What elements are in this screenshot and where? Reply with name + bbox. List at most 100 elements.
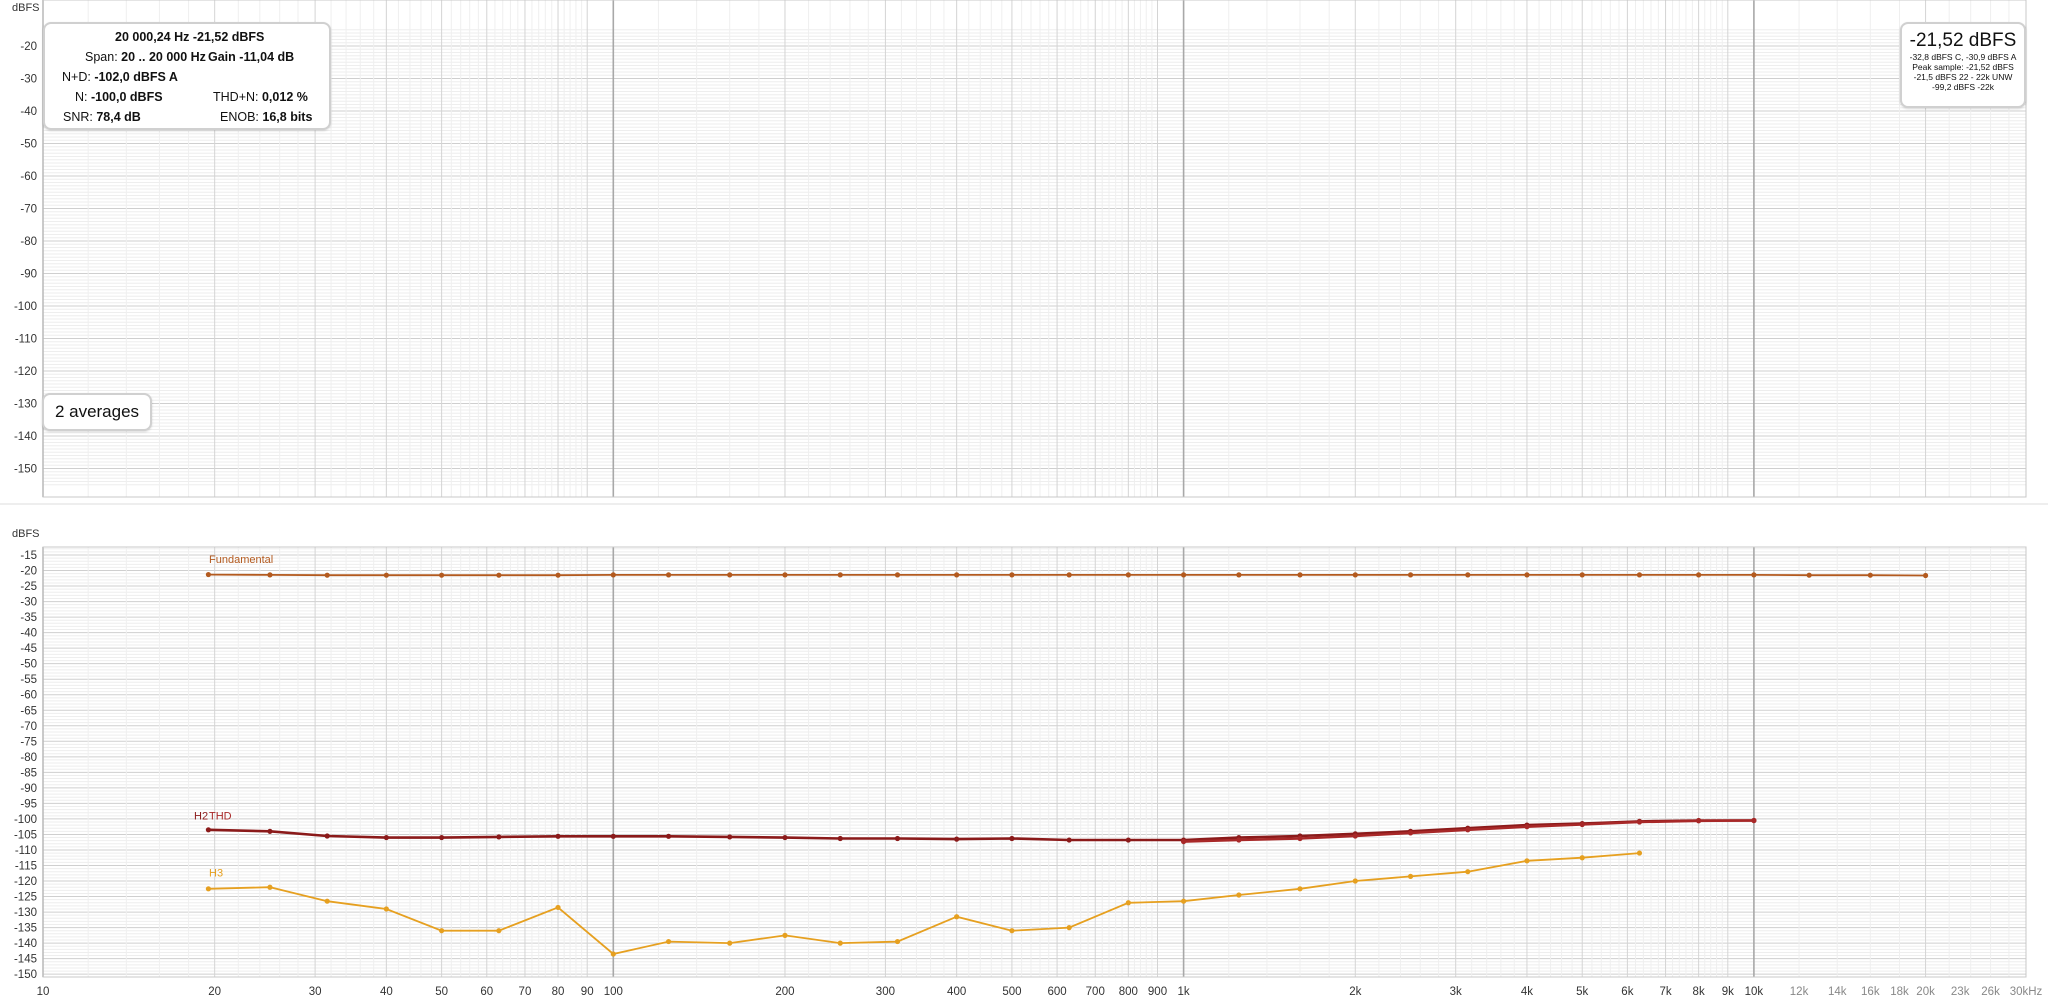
top-plot-frame [42,0,2027,498]
bottom-y-tick-label: -55 [20,674,37,686]
data-point-fundamental [1352,572,1358,578]
series-label-thd: THD [209,811,232,823]
data-point-fundamental [1066,572,1072,578]
noise-readout: N: -100,0 dBFS [75,90,163,104]
level-unweighted-readout: -21,5 dBFS 22 - 22k UNW [1913,72,2013,82]
bottom-x-tick-label: 20 [208,986,221,998]
data-point-h3 [894,938,901,945]
data-point-h2 [324,833,330,839]
data-point-fundamental [782,572,788,578]
bottom-y-tick-label: -65 [20,705,37,717]
bottom-x-tick-label: 100 [604,986,623,998]
data-point-fundamental [1806,572,1812,578]
bottom-y-tick-label: -95 [20,798,37,810]
bottom-y-tick-label: -20 [20,566,37,578]
series-label-fundamental: Fundamental [209,554,273,566]
peak-sample-readout: Peak sample: -21,52 dBFS [1912,62,2014,72]
bottom-x-tick-label: 700 [1086,986,1105,998]
snr-readout: SNR: 78,4 dB [63,110,141,124]
top-y-tick-label: -20 [20,41,37,53]
bottom-x-tick-label: 40 [380,986,393,998]
bottom-distortion-chart[interactable]: dBFS -15 -20 -25 -30 -35 -40 -45 -50 -55 -60 -65 -7… [0,505,2048,1000]
data-point-h2 [439,834,445,841]
data-point-h3 [1009,928,1015,934]
series-h3 [205,850,1643,957]
bottom-x-tick-label: 20k [1916,986,1935,998]
bottom-x-tick-label: 600 [1047,986,1066,998]
data-point-h2 [1066,837,1072,843]
bottom-x-tick-label: 16k [1861,986,1880,998]
data-point-h3 [727,940,733,946]
bottom-y-tick-label: -135 [14,923,37,935]
data-point-thd [1696,818,1702,824]
measurement-info-panel: 20 000,24 Hz -21,52 dBFS Span: 20 .. 20 … [43,22,331,130]
bottom-x-tick-label: 400 [947,986,966,998]
bottom-y-tick-label: -50 [20,659,37,671]
data-point-fundamental [383,572,389,578]
top-y-tick-label: -50 [20,139,37,151]
data-point-h2 [837,835,843,842]
data-point-h3 [1297,886,1303,892]
bottom-y-tick-label: -40 [20,628,37,640]
bottom-y-tick-label: -105 [14,829,37,841]
bottom-x-tick-label: 50 [435,986,448,998]
data-point-fundamental [1465,572,1471,578]
averages-badge[interactable]: 2 averages [42,393,152,431]
data-point-h2 [782,834,788,841]
data-point-thd [1297,835,1303,842]
bottom-x-tick-label: 10k [1745,986,1764,998]
top-y-tick-label: -40 [20,106,37,118]
data-point-thd [1636,819,1643,825]
top-y-tick-label: -60 [20,171,37,183]
data-point-fundamental [1180,572,1187,578]
data-point-h3 [954,914,960,920]
bottom-y-tick-label: -75 [20,736,37,748]
top-y-tick-label: -100 [14,301,37,313]
data-point-h2 [727,834,733,840]
bottom-x-tick-label: 4k [1521,986,1533,998]
data-point-h2 [555,833,561,839]
noise-distortion-readout: N+D: -102,0 dBFS A [62,70,178,84]
thdn-readout: THD+N: 0,012 % [213,90,308,104]
data-point-h2 [1125,837,1131,843]
top-y-tick-label: -110 [15,334,37,346]
data-point-fundamental [324,572,330,578]
bottom-y-tick-label: -35 [20,612,37,624]
enob-readout: ENOB: 16,8 bits [220,110,313,124]
data-point-h2 [665,833,672,839]
bottom-x-tick-label: 70 [519,986,532,998]
top-y-tick-label: -90 [20,269,37,281]
bottom-x-tick-label: 80 [552,986,565,998]
bottom-x-tick-label: 6k [1621,986,1633,998]
data-point-fundamental [1579,572,1585,578]
data-point-h2 [1009,835,1015,842]
data-point-fundamental [1636,572,1643,578]
series-line-h2 [208,819,1754,842]
data-point-h3 [555,904,561,911]
bottom-grid [42,547,2027,977]
data-point-thd [1751,817,1757,824]
data-point-h3 [267,884,273,890]
top-y-tick-label: -120 [14,366,37,378]
data-point-h3 [837,940,843,946]
bottom-y-tick-label: -100 [14,814,37,826]
bottom-x-tick-label: 900 [1148,986,1167,998]
data-point-h3 [1636,850,1643,856]
data-point-fundamental [1125,572,1131,578]
bottom-x-tick-label: 30kHz [2010,986,2043,998]
bottom-y-tick-label: -115 [15,861,37,873]
bottom-y-tick-label: -25 [20,581,37,593]
bottom-y-tick-label: -85 [20,767,37,779]
data-point-h2 [954,836,960,842]
data-point-fundamental [1524,572,1530,578]
bottom-y-tick-label: -30 [20,597,37,609]
data-point-fundamental [837,572,843,578]
data-point-h3 [439,928,445,934]
bottom-x-tick-label: 8k [1693,986,1705,998]
top-spectrum-chart[interactable]: dBFS -20 -30 -40 -50 -60 -70 -80 -90 -100 -110 -12… [0,0,2048,505]
data-point-h3 [383,906,389,912]
data-point-fundamental [665,572,672,578]
data-point-h3 [1579,855,1585,861]
data-point-h2 [205,827,212,833]
data-point-fundamental [1236,572,1242,578]
